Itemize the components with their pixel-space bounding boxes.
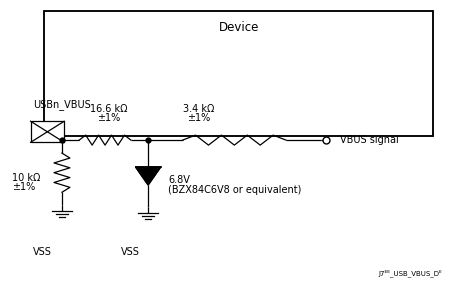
Polygon shape xyxy=(136,167,161,185)
Text: 16.6 kΩ: 16.6 kΩ xyxy=(90,104,127,114)
Text: VBUS signal: VBUS signal xyxy=(341,135,399,145)
Bar xyxy=(31,121,64,142)
Bar xyxy=(44,11,433,136)
Text: J7ᴱᴱ_USB_VBUS_Dᴱ: J7ᴱᴱ_USB_VBUS_Dᴱ xyxy=(378,269,442,277)
Text: ±1%: ±1% xyxy=(187,113,211,123)
Text: USBn_VBUS: USBn_VBUS xyxy=(33,98,91,110)
Text: 10 kΩ: 10 kΩ xyxy=(13,173,41,183)
Text: (BZX84C6V8 or equivalent): (BZX84C6V8 or equivalent) xyxy=(168,185,301,195)
Text: VSS: VSS xyxy=(121,247,140,258)
Text: VSS: VSS xyxy=(32,247,51,258)
Text: ±1%: ±1% xyxy=(97,113,120,123)
Text: 6.8V: 6.8V xyxy=(168,175,190,185)
Text: Device: Device xyxy=(219,21,259,34)
Text: ±1%: ±1% xyxy=(13,182,36,192)
Text: 3.4 kΩ: 3.4 kΩ xyxy=(183,104,215,114)
